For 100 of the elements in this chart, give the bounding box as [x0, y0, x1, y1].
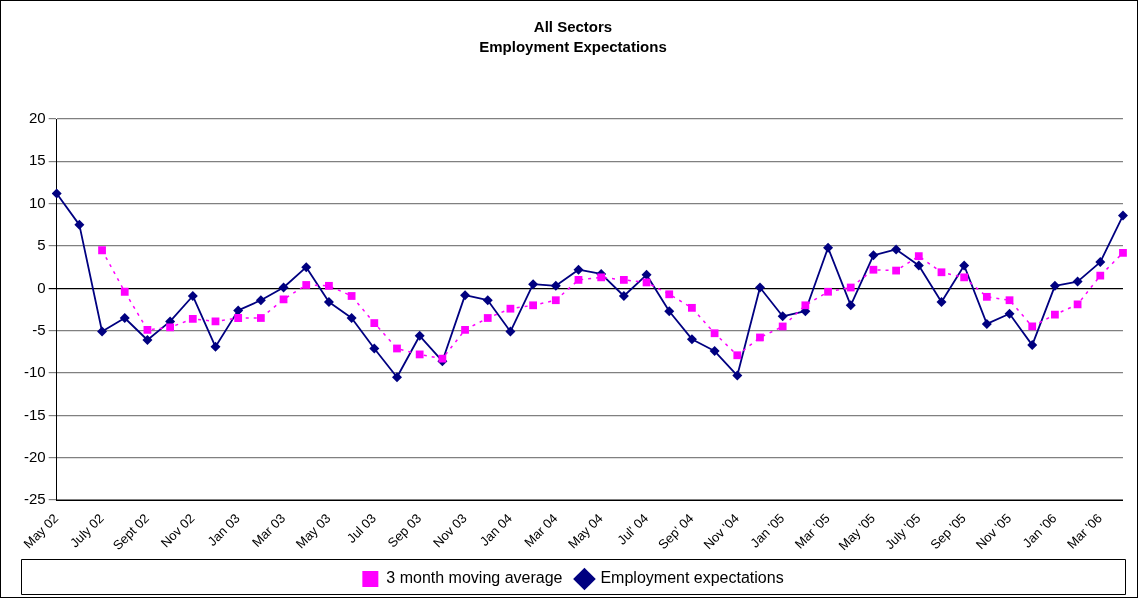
y-tick-label: 15 [28, 151, 46, 169]
point [120, 287, 129, 296]
point [777, 311, 788, 322]
point [868, 250, 879, 261]
point [914, 252, 923, 261]
x-tick-label: Sep 03 [384, 510, 425, 551]
point [754, 282, 765, 293]
point [823, 242, 834, 253]
point [347, 292, 356, 300]
point [210, 341, 221, 352]
point [688, 303, 696, 312]
x-tick-label: Mar '05 [791, 510, 833, 552]
y-tick-label: -5 [32, 320, 46, 338]
point [981, 318, 992, 329]
x-tick-label: July 02 [66, 510, 107, 551]
point [97, 326, 108, 337]
point [142, 335, 153, 346]
point [824, 287, 832, 296]
point [664, 306, 675, 317]
point [1096, 271, 1105, 280]
point [506, 304, 515, 313]
point [756, 333, 764, 342]
x-tick-label: Nov '04 [700, 510, 742, 553]
point [1028, 322, 1037, 331]
point [143, 325, 152, 334]
point [960, 273, 969, 282]
point [323, 296, 334, 307]
point [391, 372, 402, 383]
x-tick-label: Mar '06 [1063, 510, 1105, 552]
point [732, 370, 743, 381]
point [801, 301, 810, 310]
point [325, 281, 333, 290]
point [913, 260, 924, 271]
x-tick-label: Jul' 04 [614, 510, 652, 548]
point [551, 296, 560, 305]
legend-label: 3 month moving average [386, 569, 563, 587]
x-tick-label: Mar 03 [248, 510, 289, 550]
y-tick-label: -25 [23, 490, 46, 508]
y-tick-label: -10 [23, 363, 46, 381]
x-tick-label: May 04 [565, 510, 606, 552]
x-tick-label: Nov '05 [972, 510, 1015, 553]
x-tick-label: July '05 [881, 510, 924, 553]
point [618, 290, 629, 301]
point [710, 329, 719, 338]
point [255, 295, 266, 306]
x-tick-label: Jan '05 [747, 510, 788, 551]
point [370, 319, 379, 327]
point [369, 343, 380, 354]
point [597, 273, 606, 282]
x-tick-label: May 03 [292, 510, 334, 552]
y-tick-label: 20 [28, 109, 46, 127]
y-tick-label: -20 [23, 447, 46, 465]
point [278, 282, 289, 293]
point [574, 276, 583, 284]
x-tick-label: Jan '06 [1019, 510, 1060, 551]
point [709, 346, 720, 357]
point [1027, 340, 1038, 351]
y-tick-label: 0 [37, 278, 46, 296]
point [1005, 296, 1014, 305]
point [529, 301, 537, 310]
point [1051, 310, 1059, 319]
point [188, 314, 197, 323]
point [845, 300, 856, 311]
point [733, 351, 742, 360]
point [573, 264, 584, 275]
point [346, 313, 357, 323]
point [619, 276, 628, 284]
point [438, 354, 447, 363]
point [414, 330, 425, 341]
point [1049, 280, 1060, 291]
y-tick-label: 10 [28, 193, 46, 211]
x-tick-label: Mar 04 [521, 510, 561, 550]
point [301, 262, 312, 273]
point [166, 323, 174, 332]
point [234, 314, 243, 322]
point [959, 260, 970, 271]
point [460, 290, 471, 301]
point [279, 295, 288, 304]
point [1004, 308, 1015, 319]
y-tick-label: 5 [37, 236, 46, 254]
point [482, 295, 493, 306]
point [74, 219, 85, 230]
point [641, 269, 652, 280]
x-tick-label: Jan 04 [476, 510, 516, 549]
point [982, 292, 991, 301]
point [891, 244, 902, 255]
y-tick-label: -15 [23, 405, 46, 423]
x-tick-label: Nov 02 [157, 510, 198, 551]
point [1072, 276, 1083, 287]
point [778, 322, 787, 331]
legend-label: Employment expectations [600, 569, 784, 587]
point [187, 290, 198, 301]
point [846, 283, 855, 292]
point [686, 334, 697, 345]
point [98, 246, 106, 255]
point [256, 314, 265, 322]
point [51, 188, 62, 199]
point [483, 314, 492, 322]
point [1117, 210, 1128, 221]
x-tick-label: May 02 [20, 510, 62, 552]
